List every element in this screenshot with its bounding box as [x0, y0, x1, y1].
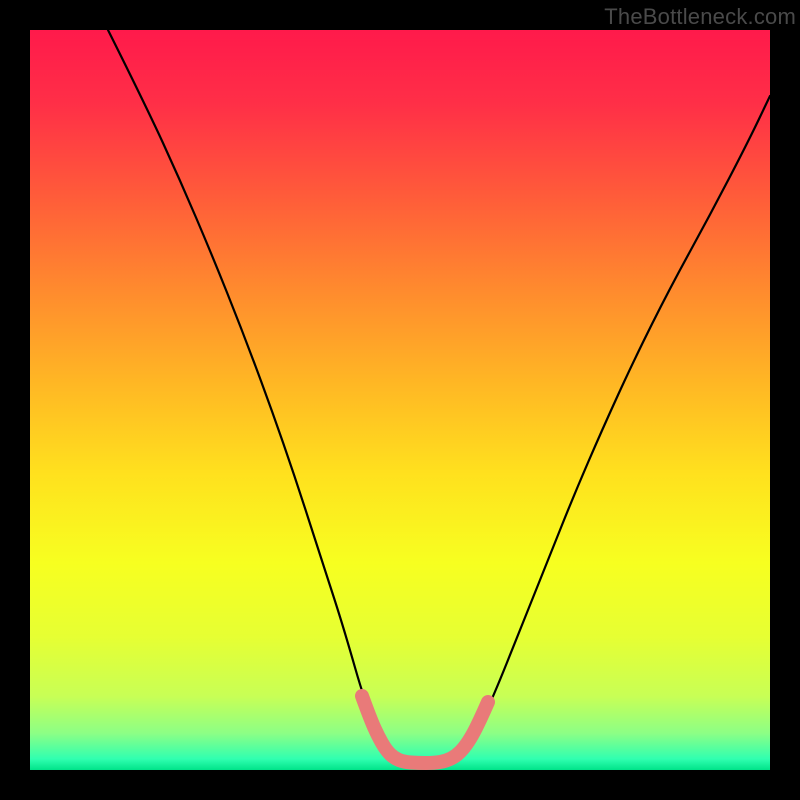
main-curve: [108, 30, 770, 763]
watermark-text: TheBottleneck.com: [604, 4, 796, 30]
curve-layer: [30, 30, 770, 770]
plot-area: [30, 30, 770, 770]
highlight-band: [362, 696, 488, 763]
